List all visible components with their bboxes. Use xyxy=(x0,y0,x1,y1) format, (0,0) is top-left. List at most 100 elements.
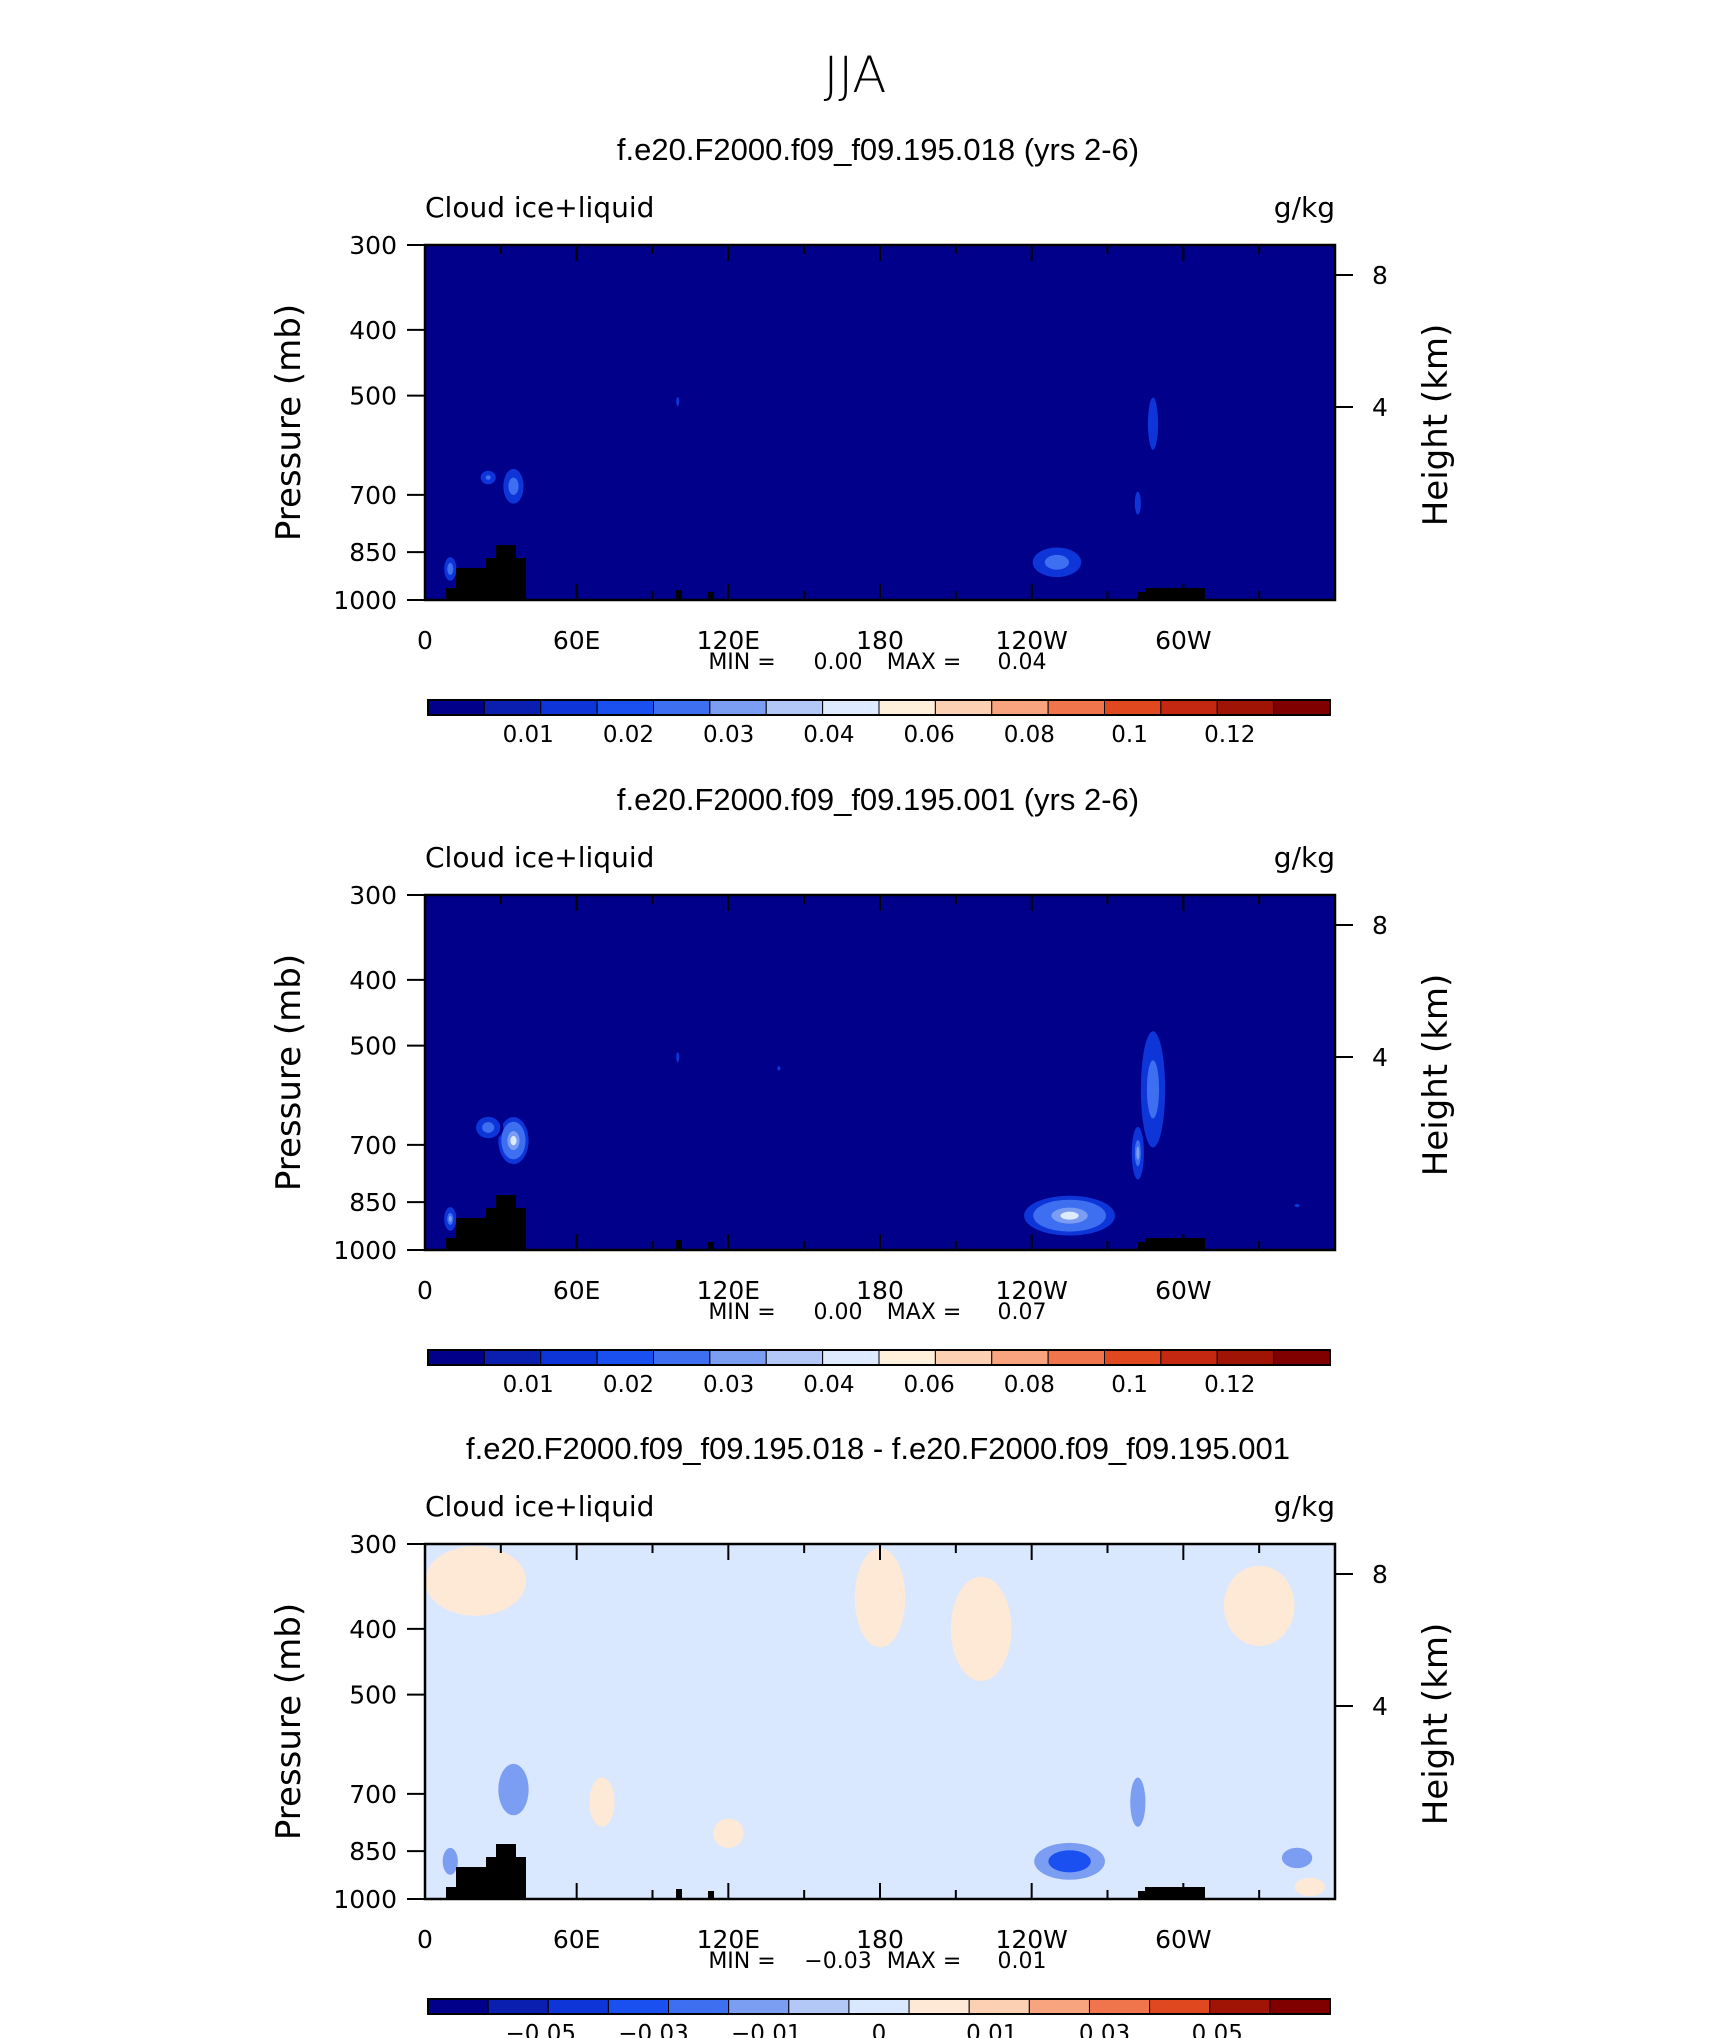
contour-feature xyxy=(777,1066,781,1071)
x-tick-label: 60E xyxy=(553,1276,601,1305)
colorbar-box xyxy=(1273,699,1331,716)
y-right-tick-label: 4 xyxy=(1372,1043,1388,1072)
colorbar-box xyxy=(1160,1349,1218,1366)
contour-feature xyxy=(599,1797,605,1808)
orography-block xyxy=(676,1240,682,1250)
colorbar-box xyxy=(934,699,993,716)
colorbar-label: 0.03 xyxy=(1079,2021,1130,2038)
colorbar-box xyxy=(1088,1998,1151,2015)
orography-block xyxy=(516,1220,526,1250)
x-tick-label: 120E xyxy=(697,1276,761,1305)
colorbar-label: −0.01 xyxy=(731,2021,801,2038)
contour-feature xyxy=(874,1587,886,1608)
contour-feature xyxy=(510,481,516,491)
orography-block xyxy=(456,1867,486,1899)
colorbar-box xyxy=(653,1349,711,1366)
contour-feature xyxy=(1136,1146,1140,1160)
contour-feature xyxy=(465,1573,486,1588)
y-right-axis-label: Height (km) xyxy=(1416,974,1456,1177)
x-tick-label: 120W xyxy=(995,1925,1067,1954)
orography-block xyxy=(496,545,516,600)
y-tick-label: 400 xyxy=(349,966,397,995)
orography-block xyxy=(1145,588,1205,600)
colorbar-label: 0.05 xyxy=(1192,2021,1243,2038)
x-tick-label: 120W xyxy=(995,1276,1067,1305)
colorbar-box xyxy=(1160,699,1218,716)
contour-feature xyxy=(1294,1203,1300,1208)
colorbar-label: 0.08 xyxy=(1004,1372,1055,1398)
y-tick-label: 400 xyxy=(349,316,397,345)
colorbar-box xyxy=(427,1349,485,1366)
y-axis-label: Pressure (mb) xyxy=(269,1603,309,1840)
y-right-tick-label: 8 xyxy=(1372,911,1388,940)
x-tick-label: 60E xyxy=(553,626,601,655)
colorbar-label: 0.06 xyxy=(904,722,955,748)
orography-block xyxy=(516,1869,526,1899)
y-right-tick-label: 8 xyxy=(1372,1560,1388,1589)
colorbar-box xyxy=(1104,1349,1162,1366)
y-tick-label: 300 xyxy=(349,881,397,910)
y-tick-label: 700 xyxy=(349,1780,397,1809)
min-value: −0.03 xyxy=(804,1949,871,1974)
contour-feature xyxy=(1252,1597,1267,1614)
field xyxy=(425,245,1335,600)
orography-block xyxy=(676,1889,682,1899)
colorbar-box xyxy=(991,699,1049,716)
panel-units: g/kg xyxy=(1274,191,1335,224)
y-tick-label: 300 xyxy=(349,1530,397,1559)
y-right-tick-label: 8 xyxy=(1372,261,1388,290)
colorbar-label: −0.05 xyxy=(506,2021,576,2038)
contour-feature xyxy=(725,1830,732,1837)
colorbar-frame xyxy=(427,699,1331,716)
y-tick-label: 700 xyxy=(349,1131,397,1160)
colorbar-box xyxy=(483,699,542,716)
y-right-axis-label: Height (km) xyxy=(1416,324,1456,527)
field xyxy=(425,895,1335,1250)
colorbar-box xyxy=(483,1349,542,1366)
contour-feature xyxy=(510,1784,517,1795)
panel-units: g/kg xyxy=(1274,1490,1335,1523)
colorbar-box xyxy=(1216,699,1275,716)
colorbar-label: 0.06 xyxy=(904,1372,955,1398)
x-tick-label: 0 xyxy=(417,1925,433,1954)
min-label: MIN = xyxy=(708,650,775,675)
panel-title: f.e20.F2000.f09_f09.195.018 - f.e20.F200… xyxy=(466,1431,1290,1466)
x-tick-label: 60E xyxy=(553,1925,601,1954)
y-right-tick-label: 4 xyxy=(1372,1692,1388,1721)
orography-block xyxy=(496,1844,516,1899)
x-tick-label: 180 xyxy=(856,1925,904,1954)
y-axis-label: Pressure (mb) xyxy=(269,954,309,1191)
x-tick-label: 120W xyxy=(995,626,1067,655)
contour-feature xyxy=(676,1052,680,1063)
y-tick-label: 500 xyxy=(349,1681,397,1710)
orography-block xyxy=(708,1891,714,1899)
orography-block xyxy=(676,590,682,600)
orography-block xyxy=(456,1218,486,1250)
colorbar-label: 0.12 xyxy=(1204,722,1255,748)
contour-feature xyxy=(448,565,452,572)
contour-feature xyxy=(975,1618,988,1640)
contour-feature xyxy=(1060,1211,1079,1220)
colorbar-box xyxy=(427,699,485,716)
min-value: 0.00 xyxy=(814,1300,863,1325)
x-tick-label: 120E xyxy=(697,1925,761,1954)
colorbar-label: −0.03 xyxy=(618,2021,688,2038)
contour-feature xyxy=(448,1858,452,1864)
panel-variable: Cloud ice+liquid xyxy=(425,191,654,224)
figure-title: JJA xyxy=(824,46,887,104)
panel-1: f.e20.F2000.f09_f09.195.018 (yrs 2-6) Clo… xyxy=(269,132,1456,748)
orography-block xyxy=(1145,1238,1205,1250)
colorbar-box xyxy=(596,1349,654,1366)
y-tick-label: 700 xyxy=(349,481,397,510)
colorbar-box xyxy=(668,1998,730,2015)
field-background xyxy=(425,245,1335,600)
orography-block xyxy=(516,570,526,600)
orography-block xyxy=(708,592,714,600)
colorbar-box xyxy=(1028,1998,1090,2015)
orography-block xyxy=(496,1195,516,1250)
colorbar-label: 0.03 xyxy=(703,722,754,748)
x-tick-label: 0 xyxy=(417,626,433,655)
y-axis-label: Pressure (mb) xyxy=(269,304,309,541)
y-tick-label: 400 xyxy=(349,1615,397,1644)
